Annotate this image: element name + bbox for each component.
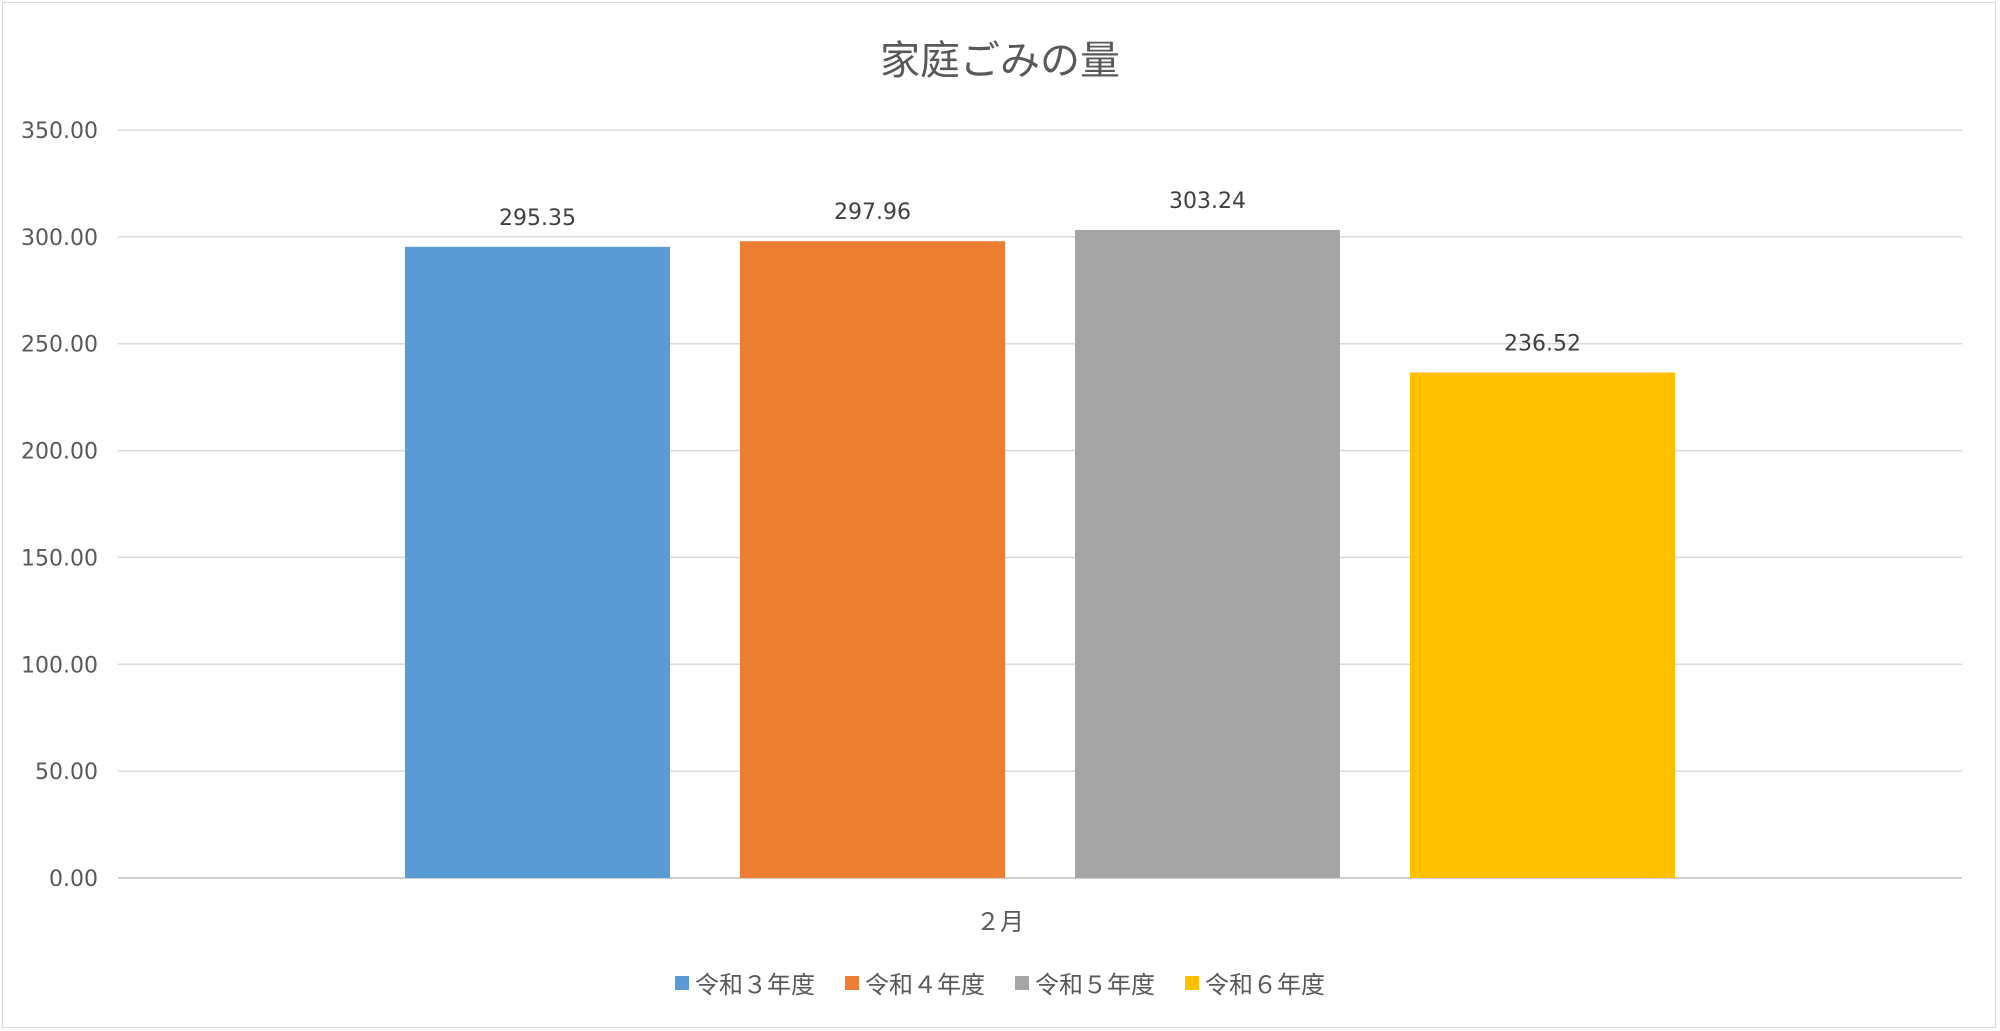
data-label: 236.52 [1504, 332, 1581, 357]
legend-swatch [1185, 975, 1199, 990]
y-tick-label: 100.00 [21, 653, 98, 678]
y-tick-label: 200.00 [21, 440, 98, 465]
legend-label: 令和４年度 [865, 971, 985, 999]
legend-item: 令和５年度 [1015, 965, 1155, 1000]
legend-swatch [1015, 975, 1029, 990]
legend-label: 令和６年度 [1205, 971, 1325, 999]
legend-label: 令和５年度 [1035, 971, 1155, 999]
bar [405, 246, 670, 878]
y-tick-label: 250.00 [21, 333, 98, 358]
chart-title: 家庭ごみの量 [880, 38, 1120, 84]
y-tick-label: 50.00 [35, 760, 98, 785]
y-tick-label: 300.00 [21, 226, 98, 251]
legend-item: 令和６年度 [1185, 965, 1325, 1000]
legend-item: 令和４年度 [845, 965, 985, 1000]
bar [1075, 229, 1340, 878]
bar [740, 241, 1005, 878]
data-label: 297.96 [834, 200, 911, 225]
data-label: 295.35 [499, 206, 576, 231]
legend-item: 令和３年度 [675, 965, 815, 1000]
data-label: 303.24 [1169, 189, 1246, 214]
legend-label: 令和３年度 [695, 971, 815, 999]
x-category-label: ２月 [976, 908, 1024, 936]
y-tick-label: 350.00 [21, 119, 98, 144]
legend-swatch [675, 975, 689, 990]
y-tick-label: 150.00 [21, 546, 98, 571]
legend-swatch [845, 975, 859, 990]
y-tick-label: 0.00 [49, 867, 98, 892]
legend: 令和３年度 令和４年度 令和５年度 令和６年度 [0, 965, 2000, 1000]
bar [1410, 372, 1675, 878]
